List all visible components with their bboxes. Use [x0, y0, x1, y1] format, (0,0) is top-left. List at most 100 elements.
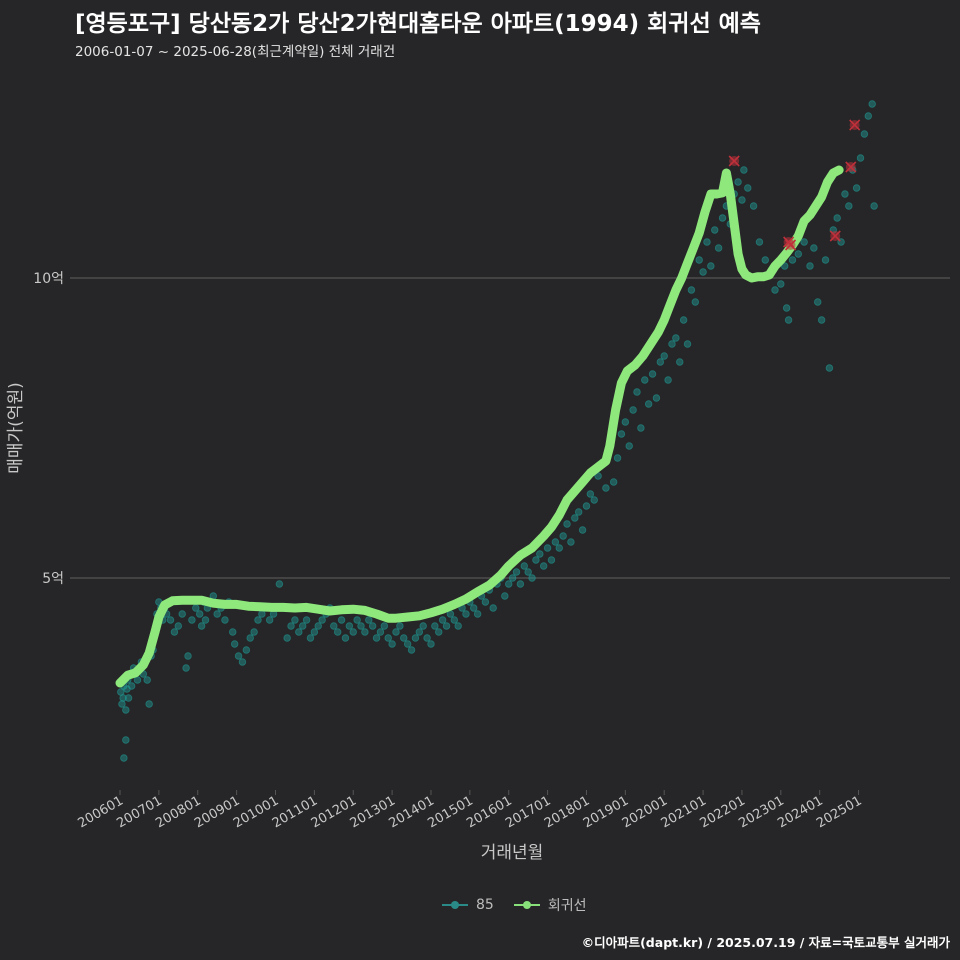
- data-point: [761, 256, 769, 264]
- data-point: [582, 502, 591, 510]
- data-point: [524, 568, 532, 576]
- data-point: [602, 484, 610, 492]
- data-point: [192, 604, 200, 612]
- data-point: [242, 646, 251, 654]
- data-point: [648, 370, 657, 378]
- data-point: [734, 178, 742, 186]
- data-point: [333, 628, 342, 636]
- data-point: [122, 736, 130, 744]
- y-axis-ticks: 5억 10억: [33, 271, 64, 587]
- data-point: [254, 616, 262, 624]
- data-point: [295, 628, 303, 636]
- data-point: [423, 634, 431, 642]
- data-point: [559, 532, 567, 540]
- chart-subtitle: 2006-01-07 ~ 2025-06-28(최근계약일) 전체 거래건: [75, 44, 396, 60]
- x-tick-label: 202501: [814, 793, 864, 831]
- data-point: [806, 262, 814, 270]
- data-point: [310, 628, 319, 636]
- data-point: [376, 628, 385, 636]
- legend-label-85: 85: [476, 897, 494, 913]
- data-point: [551, 538, 560, 546]
- data-point: [341, 634, 350, 642]
- data-point: [679, 316, 688, 324]
- gridlines: [70, 277, 950, 579]
- data-point: [652, 394, 661, 402]
- data-point: [145, 700, 153, 708]
- price-chart: 5억 10억 2006012007012008012009012010012011…: [6, 100, 950, 863]
- data-point: [749, 202, 758, 210]
- x-axis-ticks: 2006012007012008012009012010012011012012…: [76, 790, 865, 831]
- data-point: [380, 622, 389, 630]
- data-point: [345, 622, 354, 630]
- data-point: [230, 640, 239, 648]
- data-point: [454, 622, 462, 630]
- data-point: [411, 634, 420, 642]
- legend-label-regression: 회귀선: [547, 898, 587, 914]
- data-point: [781, 262, 789, 270]
- data-point: [656, 358, 665, 366]
- data-point: [707, 262, 715, 270]
- data-point: [250, 628, 258, 636]
- data-point: [676, 358, 684, 366]
- data-point: [431, 622, 439, 630]
- data-point: [265, 616, 274, 624]
- data-point: [868, 100, 876, 108]
- data-point: [357, 622, 365, 630]
- data-point: [234, 652, 243, 660]
- data-point: [372, 634, 381, 642]
- data-point: [470, 604, 478, 612]
- data-point: [738, 196, 746, 204]
- data-point: [536, 550, 544, 558]
- data-point: [361, 628, 369, 636]
- data-point: [400, 634, 408, 642]
- data-point: [481, 598, 490, 606]
- data-point: [122, 706, 130, 714]
- data-point: [711, 226, 719, 234]
- data-point: [283, 634, 291, 642]
- data-point: [567, 538, 575, 546]
- regression-line: [115, 165, 844, 688]
- data-point: [528, 574, 536, 582]
- data-point: [291, 616, 299, 624]
- data-point: [864, 112, 872, 120]
- data-point: [841, 190, 849, 198]
- data-point: [771, 286, 779, 294]
- data-point: [609, 478, 618, 486]
- data-point: [660, 352, 668, 360]
- data-point: [213, 610, 221, 618]
- data-point: [349, 628, 357, 636]
- data-point: [516, 580, 525, 588]
- data-point: [392, 628, 400, 636]
- data-point: [633, 388, 641, 396]
- data-point: [691, 298, 700, 306]
- outlier-marker: [784, 239, 797, 251]
- data-point: [403, 640, 412, 648]
- y-tick-label: 10억: [33, 271, 64, 287]
- data-point: [419, 622, 427, 630]
- legend-85-key-icon: [440, 895, 470, 915]
- data-point: [644, 400, 653, 408]
- data-point: [800, 238, 808, 246]
- data-point: [287, 622, 295, 630]
- data-point: [118, 700, 126, 708]
- data-point: [442, 622, 451, 630]
- data-point: [302, 616, 311, 624]
- data-point: [574, 508, 583, 516]
- data-point: [788, 256, 797, 264]
- data-point: [613, 454, 622, 462]
- outlier-marker: [845, 161, 857, 173]
- data-point: [617, 430, 626, 438]
- data-point: [821, 256, 830, 264]
- data-point: [714, 244, 723, 252]
- scatter-points: [117, 100, 878, 762]
- data-point: [318, 616, 326, 624]
- data-point: [119, 694, 127, 702]
- data-point: [435, 628, 443, 636]
- data-point: [520, 562, 528, 570]
- data-point: [512, 568, 521, 576]
- data-point: [407, 646, 416, 654]
- data-point: [571, 514, 579, 522]
- data-point: [337, 616, 346, 624]
- data-point: [489, 604, 497, 612]
- data-point: [814, 298, 822, 306]
